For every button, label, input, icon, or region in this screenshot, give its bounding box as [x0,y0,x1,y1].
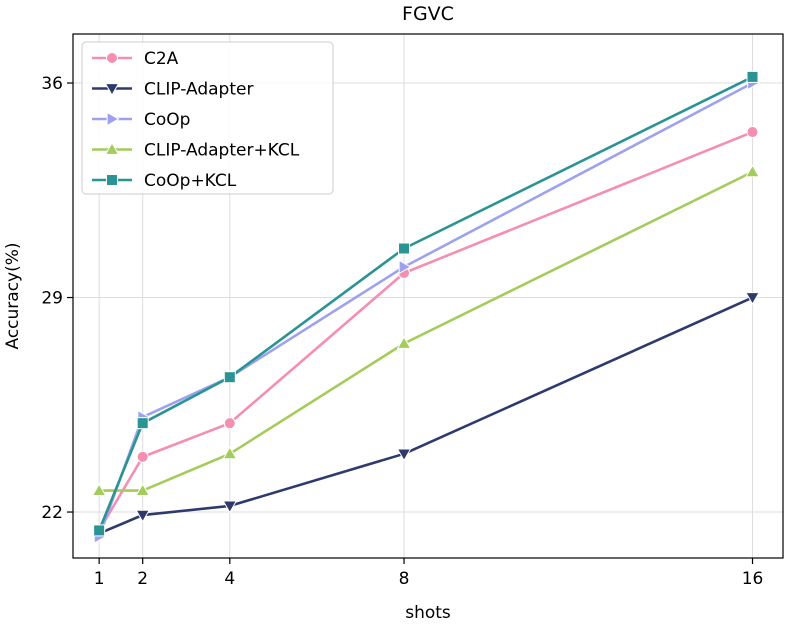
series-clip-adapter-kcl [91,164,760,496]
x-tick-label: 4 [224,569,235,589]
y-tick-label: 36 [41,74,63,94]
legend-marker [106,174,118,186]
legend-marker [104,141,120,155]
data-point [222,500,238,514]
legend-box [81,41,334,195]
data-point [223,417,236,430]
legend-label: CoOp+KCL [144,171,237,191]
data-point [746,70,759,83]
data-point [396,448,412,462]
data-point [223,371,236,384]
plot-frame [72,33,784,559]
data-point [135,483,151,496]
data-point [136,417,149,430]
legend-marker [106,111,120,127]
legend-item: CoOp+KCL [92,171,237,191]
data-point [93,524,106,537]
legend-label: CLIP-Adapter+KCL [144,141,300,161]
data-point [91,483,107,496]
legend-item: CLIP-Adapter [92,80,253,100]
series-layer [91,70,761,544]
series-coop-kcl [93,70,759,537]
y-axis-title: Accuracy(%) [3,242,23,349]
x-axis: 1 2 4 8 16 [94,558,764,589]
legend-label: C2A [144,49,179,69]
legend-label: CoOp [144,110,190,130]
legend-marker [104,83,120,97]
legend-item: CoOp [92,110,190,130]
y-tick-label: 22 [41,503,63,523]
y-axis: 22 29 36 [41,74,73,523]
x-axis-title: shots [405,603,451,623]
legend-marker [106,52,118,64]
data-point [136,450,149,463]
x-tick-label: 16 [742,569,764,589]
series-c2a [93,126,759,537]
data-point [398,259,412,275]
data-point [745,292,760,306]
legend: C2A CLIP-Adapter CoOp CLIP-Adapter+KCL CoOp+… [81,41,334,195]
x-tick-label: 2 [137,569,148,589]
x-tick-label: 1 [94,569,105,589]
y-tick-label: 29 [41,289,63,309]
data-point [398,242,411,255]
data-point [745,164,760,178]
data-point [396,335,412,349]
data-point [135,509,151,523]
data-point [746,126,759,139]
x-tick-label: 8 [399,569,410,589]
data-point [222,446,238,460]
legend-item: CLIP-Adapter+KCL [92,141,300,161]
series-clip-adapter [91,292,760,541]
legend-label: CLIP-Adapter [144,80,253,100]
legend-item: C2A [92,49,179,69]
chart-title: FGVC [402,3,454,25]
